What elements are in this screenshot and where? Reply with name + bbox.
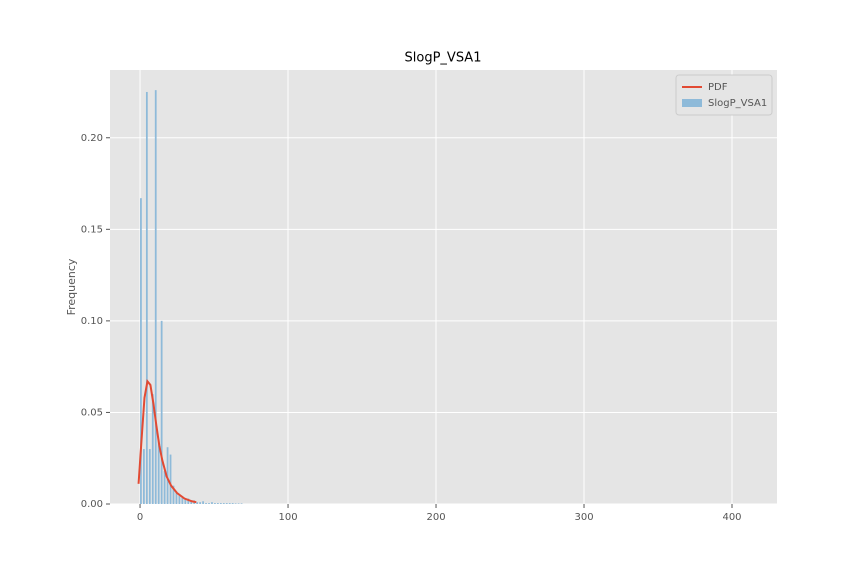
legend-patch bbox=[682, 99, 702, 107]
histogram-bar bbox=[163, 471, 166, 504]
histogram-bar bbox=[237, 503, 240, 504]
histogram-bar bbox=[228, 503, 231, 504]
y-tick-label: 0.05 bbox=[81, 407, 103, 418]
histogram-bar bbox=[240, 503, 243, 504]
histogram-bar bbox=[157, 439, 160, 504]
x-tick-label: 200 bbox=[426, 512, 445, 523]
plot-area bbox=[110, 70, 777, 504]
histogram-bar bbox=[154, 90, 157, 504]
histogram-bar bbox=[175, 493, 178, 504]
histogram-bar bbox=[225, 503, 228, 504]
histogram-bar bbox=[151, 394, 154, 504]
histogram-bar bbox=[205, 503, 207, 504]
histogram-bar bbox=[143, 449, 145, 504]
histogram-bar bbox=[148, 449, 151, 504]
histogram-bar bbox=[222, 503, 225, 504]
legend-label: SlogP_VSA1 bbox=[708, 98, 767, 109]
histogram-bar bbox=[169, 454, 172, 504]
y-axis-label: Frequency bbox=[65, 258, 78, 315]
histogram-bar bbox=[199, 502, 202, 504]
histogram-bar bbox=[208, 503, 210, 504]
histogram-bar bbox=[145, 91, 148, 505]
histogram-bar bbox=[190, 500, 193, 504]
histogram-bar bbox=[202, 501, 204, 504]
histogram-bar bbox=[160, 320, 163, 504]
histogram-bar bbox=[178, 494, 181, 504]
chart-title: SlogP_VSA1 bbox=[405, 51, 482, 66]
y-tick-label: 0.20 bbox=[81, 133, 103, 144]
x-tick-label: 300 bbox=[574, 512, 593, 523]
x-tick-label: 400 bbox=[722, 512, 741, 523]
histogram-bar bbox=[196, 502, 199, 504]
histogram-bar bbox=[166, 447, 169, 504]
histogram-bar bbox=[172, 485, 175, 504]
legend-box bbox=[675, 74, 773, 116]
y-tick-label: 0.10 bbox=[81, 316, 103, 327]
histogram-bar bbox=[181, 496, 184, 504]
histogram-bar bbox=[216, 503, 219, 504]
y-tick-label: 0.15 bbox=[81, 224, 103, 235]
histogram-bar bbox=[219, 503, 222, 504]
histogram-bar bbox=[231, 503, 234, 504]
pdf-line bbox=[137, 378, 197, 504]
histogram-bar bbox=[140, 198, 142, 504]
histogram-bar bbox=[211, 502, 213, 504]
x-tick-label: 0 bbox=[137, 512, 143, 523]
y-tick-label: 0.00 bbox=[81, 499, 103, 510]
histogram-bar bbox=[187, 498, 190, 504]
histogram-bar bbox=[184, 498, 187, 504]
histogram-bar bbox=[234, 503, 237, 504]
x-tick-label: 100 bbox=[278, 512, 297, 523]
legend-label: PDF bbox=[708, 82, 728, 93]
histogram-bar bbox=[214, 503, 216, 504]
